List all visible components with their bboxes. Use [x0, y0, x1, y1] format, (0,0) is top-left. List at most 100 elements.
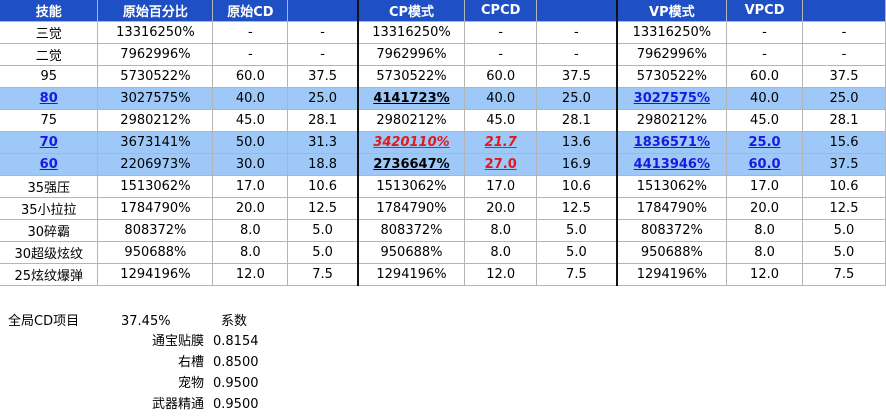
cp-pct: 2736647%	[356, 153, 466, 176]
cp-cd-reduced: 37.5	[536, 65, 618, 88]
cp-cd: 8.0	[464, 219, 538, 242]
orig-cd-reduced: 5.0	[287, 241, 359, 264]
skill-name: 30碎霸	[0, 219, 99, 242]
vp-cd-reduced: 12.5	[802, 197, 886, 220]
skill-name[interactable]: 80	[0, 87, 99, 110]
orig-cd-reduced: 12.5	[287, 197, 359, 220]
cp-pct: 5730522%	[356, 65, 466, 88]
table-row: 25炫纹爆弹 1294196% 12.0 7.5 1294196% 12.0 7…	[0, 263, 886, 286]
orig-cd: 8.0	[212, 241, 289, 264]
cp-cd: 8.0	[464, 241, 538, 264]
skill-name[interactable]: 60	[0, 153, 99, 176]
orig-cd: 20.0	[212, 197, 289, 220]
item-value: 0.8500	[213, 355, 259, 370]
vp-pct: 7962996%	[616, 43, 728, 66]
orig-pct: 3027575%	[97, 87, 214, 110]
cp-cd: 45.0	[464, 109, 538, 132]
header-cpcd: CPCD	[464, 0, 538, 22]
item-label: 武器精通	[151, 397, 204, 412]
cp-cd-reduced: 5.0	[536, 241, 618, 264]
skill-link[interactable]: 60	[39, 157, 58, 172]
cp-pct: 4141723%	[356, 87, 466, 110]
skill-link[interactable]: 70	[39, 135, 58, 150]
vp-cd: 17.0	[726, 175, 803, 198]
header-vpcd-2	[802, 0, 886, 22]
cp-cd: 40.0	[464, 87, 538, 110]
header-orig-cd-2	[287, 0, 359, 22]
orig-cd: 17.0	[212, 175, 289, 198]
skill-cd-table: 技能 原始百分比 原始CD CP模式 CPCD VP模式 VPCD 三觉 133…	[0, 0, 886, 286]
cp-cd: 27.0	[464, 153, 538, 176]
table-row-highlighted: 70 3673141% 50.0 31.3 3420110% 21.7 13.6…	[0, 131, 886, 154]
orig-cd-reduced: 28.1	[287, 109, 359, 132]
cp-cd-reduced: -	[536, 21, 618, 44]
orig-cd-reduced: 5.0	[287, 219, 359, 242]
cp-cd: 20.0	[464, 197, 538, 220]
cp-cd-reduced: 10.6	[536, 175, 618, 198]
item-value: 0.8154	[213, 334, 259, 349]
skill-name[interactable]: 70	[0, 131, 99, 154]
skill-name: 95	[0, 65, 99, 88]
skill-name: 75	[0, 109, 99, 132]
vp-cd-reduced: 37.5	[802, 65, 886, 88]
cp-pct: 2980212%	[356, 109, 466, 132]
vp-cd: 60.0	[726, 153, 803, 176]
header-cpcd-2	[536, 0, 618, 22]
vp-cd-reduced: 37.5	[802, 153, 886, 176]
table-row: 75 2980212% 45.0 28.1 2980212% 45.0 28.1…	[0, 109, 886, 132]
orig-cd-reduced: 18.8	[287, 153, 359, 176]
orig-cd-reduced: -	[287, 43, 359, 66]
cp-cd-reduced: 5.0	[536, 219, 618, 242]
orig-cd: 30.0	[212, 153, 289, 176]
cp-cd-reduced: 28.1	[536, 109, 618, 132]
vp-cd: 12.0	[726, 263, 803, 286]
table-row: 二觉 7962996% - - 7962996% - - 7962996% - …	[0, 43, 886, 66]
item-value: 0.9500	[213, 376, 259, 391]
orig-cd: 60.0	[212, 65, 289, 88]
vp-pct: 4413946%	[616, 153, 728, 176]
vp-cd-reduced: 25.0	[802, 87, 886, 110]
item-label: 宠物	[177, 376, 204, 391]
skill-name: 35小拉拉	[0, 197, 99, 220]
orig-pct: 1513062%	[97, 175, 214, 198]
orig-pct: 2980212%	[97, 109, 214, 132]
vp-pct: 5730522%	[616, 65, 728, 88]
orig-pct: 808372%	[97, 219, 214, 242]
cp-pct: 950688%	[356, 241, 466, 264]
cp-pct: 808372%	[356, 219, 466, 242]
vp-cd: 45.0	[726, 109, 803, 132]
orig-cd-reduced: 10.6	[287, 175, 359, 198]
header-vpcd: VPCD	[726, 0, 803, 22]
vp-pct: 1513062%	[616, 175, 728, 198]
cp-pct: 13316250%	[356, 21, 466, 44]
vp-pct: 1836571%	[616, 131, 728, 154]
vp-cd-reduced: 7.5	[802, 263, 886, 286]
skill-link[interactable]: 80	[39, 91, 58, 106]
vp-cd: 60.0	[726, 65, 803, 88]
vp-pct: 808372%	[616, 219, 728, 242]
vp-cd-reduced: 28.1	[802, 109, 886, 132]
header-vp-mode: VP模式	[616, 0, 728, 22]
cp-cd-reduced: 16.9	[536, 153, 618, 176]
orig-cd-reduced: -	[287, 21, 359, 44]
cp-pct: 1784790%	[356, 197, 466, 220]
vp-pct: 3027575%	[616, 87, 728, 110]
skill-name: 30超级炫纹	[0, 241, 99, 264]
vp-cd: 8.0	[726, 219, 803, 242]
cp-pct: 7962996%	[356, 43, 466, 66]
table-row: 35小拉拉 1784790% 20.0 12.5 1784790% 20.0 1…	[0, 197, 886, 220]
skill-name: 35强压	[0, 175, 99, 198]
cp-cd-reduced: 25.0	[536, 87, 618, 110]
table-row: 30超级炫纹 950688% 8.0 5.0 950688% 8.0 5.0 9…	[0, 241, 886, 264]
cp-pct: 3420110%	[356, 131, 466, 154]
table-row-highlighted: 60 2206973% 30.0 18.8 2736647% 27.0 16.9…	[0, 153, 886, 176]
skill-name: 二觉	[0, 43, 99, 66]
vp-pct: 950688%	[616, 241, 728, 264]
cp-cd: 60.0	[464, 65, 538, 88]
header-skill: 技能	[0, 0, 99, 22]
orig-cd: 45.0	[212, 109, 289, 132]
cp-pct: 1513062%	[356, 175, 466, 198]
orig-cd-reduced: 31.3	[287, 131, 359, 154]
table-row: 三觉 13316250% - - 13316250% - - 13316250%…	[0, 21, 886, 44]
orig-cd: 50.0	[212, 131, 289, 154]
